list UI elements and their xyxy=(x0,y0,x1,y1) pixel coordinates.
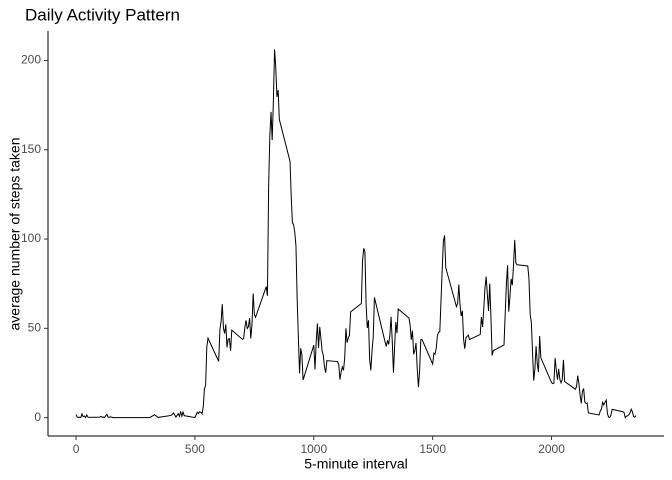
data-line xyxy=(75,49,637,419)
x-tick-label: 2000 xyxy=(538,442,565,456)
x-tick-label: 1500 xyxy=(419,442,446,456)
chart-title: Daily Activity Pattern xyxy=(25,5,180,24)
y-tick-label: 150 xyxy=(21,142,41,156)
x-axis-label: 5-minute interval xyxy=(304,456,408,472)
x-tick-label: 0 xyxy=(73,442,80,456)
y-tick-label: 200 xyxy=(21,53,41,67)
y-tick-label: 50 xyxy=(28,320,42,334)
y-tick-label: 100 xyxy=(21,231,41,245)
y-tick-label: 0 xyxy=(34,410,41,424)
x-tick-label: 500 xyxy=(185,442,205,456)
y-axis-label: average number of steps taken xyxy=(7,137,23,330)
x-tick-label: 1000 xyxy=(300,442,327,456)
